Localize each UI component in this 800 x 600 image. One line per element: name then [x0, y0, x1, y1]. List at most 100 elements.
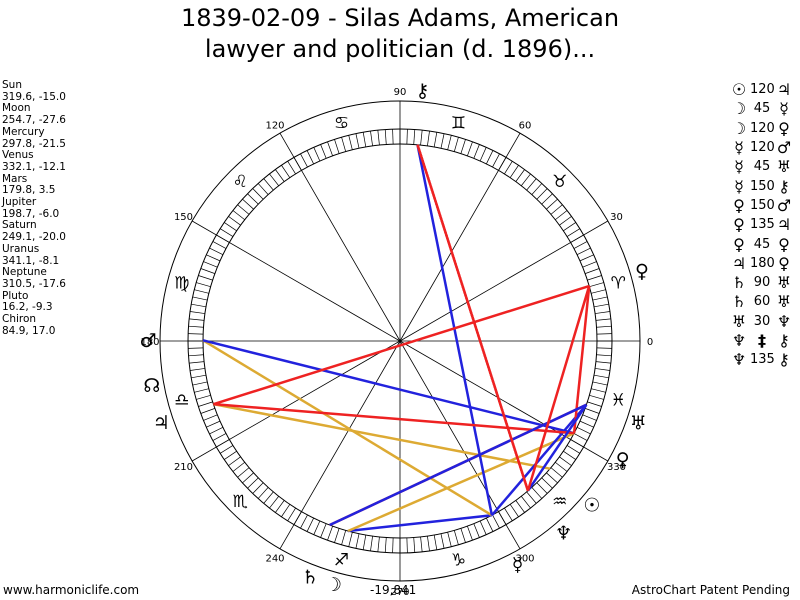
neptune-icon: ♆: [731, 331, 747, 350]
degree-tick: [348, 532, 353, 547]
pluto-icon: ♀: [778, 253, 790, 273]
degree-tick: [427, 536, 430, 551]
degree-tick: [420, 130, 423, 146]
degree-tick: [377, 130, 380, 146]
degree-tick: [433, 534, 438, 550]
spoke-line: [399, 340, 609, 462]
spoke-line: [399, 132, 521, 342]
degree-tick: [576, 247, 591, 255]
zodiac-sign-icon: ♉: [552, 172, 567, 192]
degree-tick: [203, 261, 218, 268]
aspect-value: 60: [753, 294, 771, 310]
aspect-value: 90: [753, 275, 771, 291]
degree-tick: [440, 533, 445, 549]
degree-tick: [228, 216, 241, 226]
degree-tick: [320, 144, 327, 159]
degree-tick: [275, 169, 285, 182]
jupiter-icon: ♃: [153, 412, 170, 434]
degree-tick: [334, 528, 340, 543]
degree-tick: [595, 311, 610, 314]
saturn-icon: ♄: [302, 566, 319, 588]
degree-tick: [188, 325, 204, 328]
degree-label: 120: [265, 120, 284, 131]
site-footer-link[interactable]: www.harmoniclife.com: [3, 583, 140, 597]
degree-tick: [269, 173, 279, 186]
degree-tick: [555, 462, 568, 472]
aspect-line: [213, 284, 590, 406]
degree-label: 270: [390, 587, 409, 598]
degree-tick: [579, 254, 594, 262]
degree-tick: [355, 533, 360, 549]
chiron-icon: ⚷: [778, 350, 790, 370]
degree-tick: [209, 247, 224, 255]
degree-tick: [237, 467, 250, 478]
degree-tick: [559, 456, 572, 466]
mars-icon: ♂: [139, 330, 156, 352]
aspect-line: [202, 339, 575, 435]
degree-tick: [198, 401, 213, 407]
saturn-icon: ♄: [731, 273, 747, 293]
degree-tick: [526, 178, 537, 191]
neptune-icon: ♆: [555, 523, 572, 545]
aspect-line: [490, 403, 588, 517]
degree-tick: [531, 487, 543, 499]
degree-tick: [492, 514, 500, 529]
spoke-line: [279, 340, 401, 550]
parallel-icon: ‡: [758, 331, 766, 350]
zodiac-sign-icon: ♏: [233, 492, 248, 512]
planet-coords-moon: 254.7, -27.6: [2, 114, 66, 127]
aspect-line: [416, 144, 494, 516]
degree-tick: [232, 210, 245, 220]
degree-tick: [504, 507, 513, 521]
degree-tick: [220, 445, 234, 454]
degree-tick: [242, 198, 254, 210]
degree-tick: [582, 261, 597, 268]
degree-label: 60: [519, 120, 532, 131]
node-icon: ☊: [143, 375, 160, 397]
degree-tick: [453, 137, 459, 152]
degree-tick: [479, 520, 487, 535]
planet-coords-venus: 332.1, -12.1: [2, 160, 66, 173]
degree-tick: [232, 462, 245, 472]
degree-tick: [190, 311, 205, 314]
degree-tick: [191, 303, 207, 308]
degree-tick: [281, 504, 291, 517]
aspect-line: [347, 514, 493, 533]
degree-label: 300: [515, 554, 534, 565]
saturn-icon: ♄: [731, 292, 747, 312]
degree-tick: [189, 318, 205, 321]
degree-tick: [521, 173, 531, 186]
zodiac-sign-icon: ♒: [552, 492, 567, 512]
mars-icon: ♂: [776, 195, 792, 215]
degree-tick: [433, 132, 438, 148]
degree-tick: [596, 347, 612, 349]
degree-tick: [257, 487, 269, 499]
degree-tick: [536, 188, 548, 200]
mercury-icon: ☿: [734, 157, 744, 177]
aspect-row: ♀ 150 ♂: [728, 196, 794, 215]
degree-tick: [420, 536, 423, 552]
degree-tick: [509, 504, 519, 517]
degree-label: 180: [140, 337, 159, 348]
degree-tick: [447, 135, 452, 150]
aspect-line: [416, 144, 530, 492]
uranus-icon: ♅: [630, 413, 647, 435]
degree-tick: [247, 477, 259, 489]
degree-tick: [406, 129, 408, 145]
chart-title-line1: 1839-02-09 - Silas Adams, American: [180, 4, 620, 32]
neptune-icon: ♆: [731, 350, 747, 370]
planet-name-pluto: Pluto: [2, 289, 29, 302]
venus-icon: ♀: [616, 449, 630, 471]
degree-tick: [384, 129, 387, 145]
degree-tick: [281, 165, 291, 178]
degree-tick: [341, 137, 347, 152]
degree-tick: [362, 534, 367, 550]
degree-tick: [473, 523, 480, 538]
degree-tick: [341, 530, 347, 545]
aspect-line: [213, 402, 575, 435]
planet-name-moon: Moon: [2, 102, 31, 115]
aspect-row: ♃ 180 ♀: [728, 254, 794, 273]
degree-tick: [196, 394, 211, 400]
aspect-value: 120: [750, 120, 775, 136]
degree-tick: [592, 296, 608, 301]
